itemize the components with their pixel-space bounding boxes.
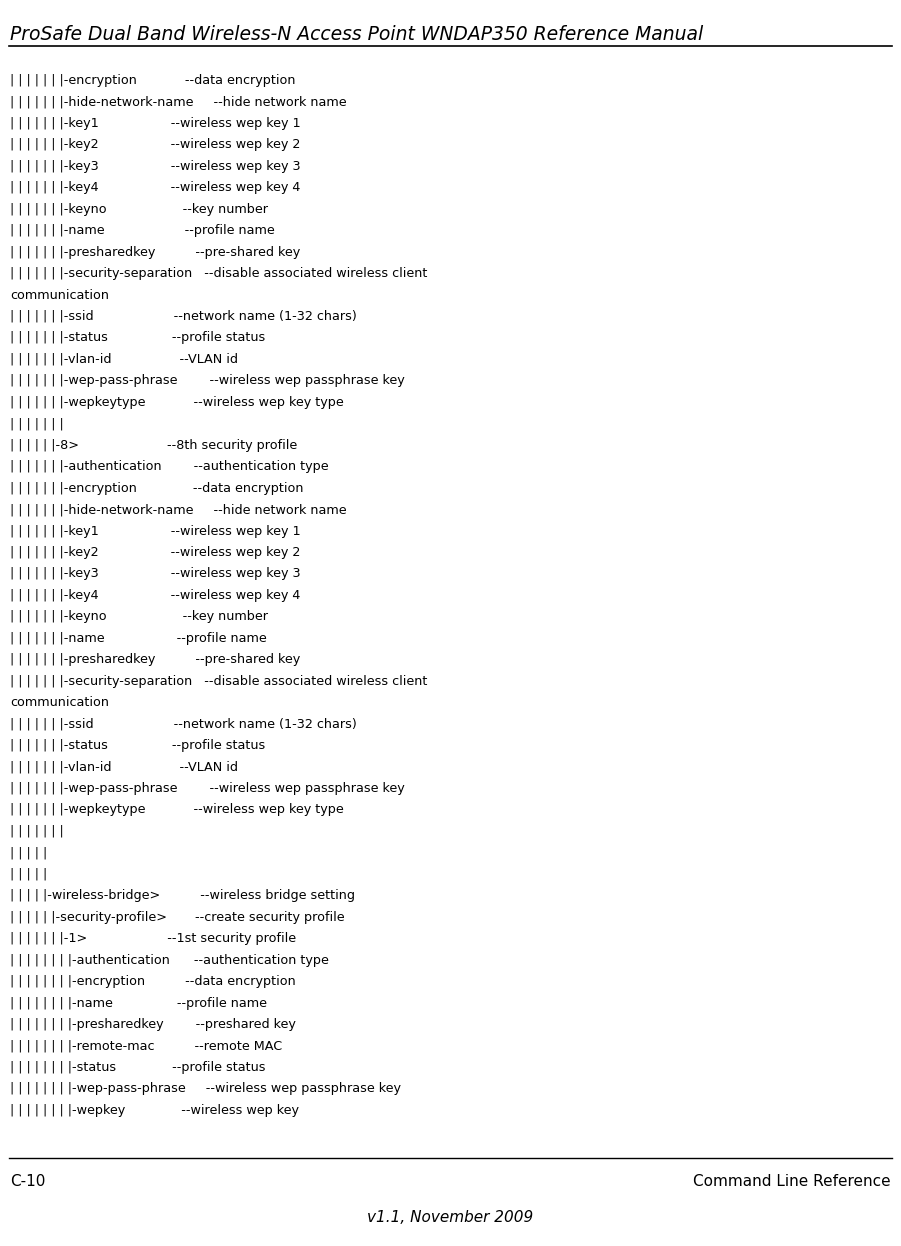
Text: | | | | | | |-vlan-id                 --VLAN id: | | | | | | |-vlan-id --VLAN id (10, 760, 238, 774)
Text: | | | | | | |-wepkeytype            --wireless wep key type: | | | | | | |-wepkeytype --wireless wep … (10, 804, 344, 816)
Text: communication: communication (10, 697, 109, 709)
Text: | | | | | | |: | | | | | | | (10, 825, 64, 837)
Text: | | | | | |-security-profile>       --create security profile: | | | | | |-security-profile> --create s… (10, 911, 344, 923)
Text: | | | | | | |-1>                    --1st security profile: | | | | | | |-1> --1st security profile (10, 932, 296, 946)
Text: | | | | | | |-keyno                   --key number: | | | | | | |-keyno --key number (10, 203, 268, 216)
Text: | | | | | | |-key2                  --wireless wep key 2: | | | | | | |-key2 --wireless wep key 2 (10, 546, 300, 559)
Text: | | | | | | | |-encryption          --data encryption: | | | | | | | |-encryption --data encryp… (10, 976, 296, 988)
Text: Command Line Reference: Command Line Reference (694, 1174, 891, 1189)
Text: | | | | | | |-key1                  --wireless wep key 1: | | | | | | |-key1 --wireless wep key 1 (10, 525, 301, 537)
Text: | | | | | | | |-authentication      --authentication type: | | | | | | | |-authentication --authent… (10, 953, 329, 967)
Text: | | | | | | |-ssid                    --network name (1-32 chars): | | | | | | |-ssid --network name (1-32 … (10, 310, 357, 323)
Text: | | | | | | |-key3                  --wireless wep key 3: | | | | | | |-key3 --wireless wep key 3 (10, 159, 301, 173)
Text: communication: communication (10, 289, 109, 302)
Text: | | | | | | |-security-separation   --disable associated wireless client: | | | | | | |-security-separation --disa… (10, 675, 427, 688)
Text: | | | | | | |-keyno                   --key number: | | | | | | |-keyno --key number (10, 611, 268, 623)
Text: C-10: C-10 (10, 1174, 45, 1189)
Text: | | | | | | |-wepkeytype            --wireless wep key type: | | | | | | |-wepkeytype --wireless wep … (10, 396, 344, 409)
Text: | | | | | | |-key4                  --wireless wep key 4: | | | | | | |-key4 --wireless wep key 4 (10, 181, 300, 194)
Text: | | | | | | |-encryption              --data encryption: | | | | | | |-encryption --data encrypti… (10, 482, 304, 495)
Text: | | | | | | | |-wepkey              --wireless wep key: | | | | | | | |-wepkey --wireless wep ke… (10, 1104, 299, 1116)
Text: | | | | | | |-presharedkey          --pre-shared key: | | | | | | |-presharedkey --pre-shared … (10, 653, 300, 667)
Text: | | | | |: | | | | | (10, 867, 47, 881)
Text: | | | | | | |-vlan-id                 --VLAN id: | | | | | | |-vlan-id --VLAN id (10, 353, 238, 366)
Text: ProSafe Dual Band Wireless-N Access Point WNDAP350 Reference Manual: ProSafe Dual Band Wireless-N Access Poin… (10, 25, 704, 44)
Text: | | | | | | | |-wep-pass-phrase     --wireless wep passphrase key: | | | | | | | |-wep-pass-phrase --wirele… (10, 1083, 401, 1095)
Text: | | | | | | |-wep-pass-phrase        --wireless wep passphrase key: | | | | | | |-wep-pass-phrase --wireless… (10, 374, 405, 388)
Text: | | | | | | | |-status              --profile status: | | | | | | | |-status --profile status (10, 1060, 266, 1074)
Text: | | | | | | | |-presharedkey        --preshared key: | | | | | | | |-presharedkey --preshared… (10, 1018, 296, 1030)
Text: | | | | | | |-status                --profile status: | | | | | | |-status --profile status (10, 739, 265, 753)
Text: | | | | | | |-security-separation   --disable associated wireless client: | | | | | | |-security-separation --disa… (10, 267, 427, 280)
Text: | | | | | |-8>                      --8th security profile: | | | | | |-8> --8th security profile (10, 439, 297, 452)
Text: | | | | |-wireless-bridge>          --wireless bridge setting: | | | | |-wireless-bridge> --wireless br… (10, 890, 355, 902)
Text: | | | | | | |-name                    --profile name: | | | | | | |-name --profile name (10, 224, 275, 237)
Text: | | | | | | |-hide-network-name     --hide network name: | | | | | | |-hide-network-name --hide n… (10, 96, 347, 108)
Text: | | | | | | |-hide-network-name     --hide network name: | | | | | | |-hide-network-name --hide n… (10, 503, 347, 516)
Text: | | | | | | |-status                --profile status: | | | | | | |-status --profile status (10, 331, 265, 344)
Text: | | | | | | |-key4                  --wireless wep key 4: | | | | | | |-key4 --wireless wep key 4 (10, 589, 300, 602)
Text: | | | | | | |-name                  --profile name: | | | | | | |-name --profile name (10, 632, 267, 645)
Text: | | | | | | |-key1                  --wireless wep key 1: | | | | | | |-key1 --wireless wep key 1 (10, 117, 301, 130)
Text: | | | | | | |-authentication        --authentication type: | | | | | | |-authentication --authentic… (10, 460, 329, 473)
Text: | | | | |: | | | | | (10, 846, 47, 860)
Text: | | | | | | |-presharedkey          --pre-shared key: | | | | | | |-presharedkey --pre-shared … (10, 245, 300, 259)
Text: | | | | | | |-key3                  --wireless wep key 3: | | | | | | |-key3 --wireless wep key 3 (10, 567, 301, 581)
Text: | | | | | | | |-remote-mac          --remote MAC: | | | | | | | |-remote-mac --remote MAC (10, 1039, 282, 1053)
Text: | | | | | | |-wep-pass-phrase        --wireless wep passphrase key: | | | | | | |-wep-pass-phrase --wireless… (10, 782, 405, 795)
Text: | | | | | | |: | | | | | | | (10, 417, 64, 430)
Text: | | | | | | |-ssid                    --network name (1-32 chars): | | | | | | |-ssid --network name (1-32 … (10, 718, 357, 730)
Text: | | | | | | | |-name                --profile name: | | | | | | | |-name --profile name (10, 997, 267, 1009)
Text: | | | | | | |-key2                  --wireless wep key 2: | | | | | | |-key2 --wireless wep key 2 (10, 138, 300, 151)
Text: | | | | | | |-encryption            --data encryption: | | | | | | |-encryption --data encrypti… (10, 74, 296, 87)
Text: v1.1, November 2009: v1.1, November 2009 (367, 1211, 533, 1226)
